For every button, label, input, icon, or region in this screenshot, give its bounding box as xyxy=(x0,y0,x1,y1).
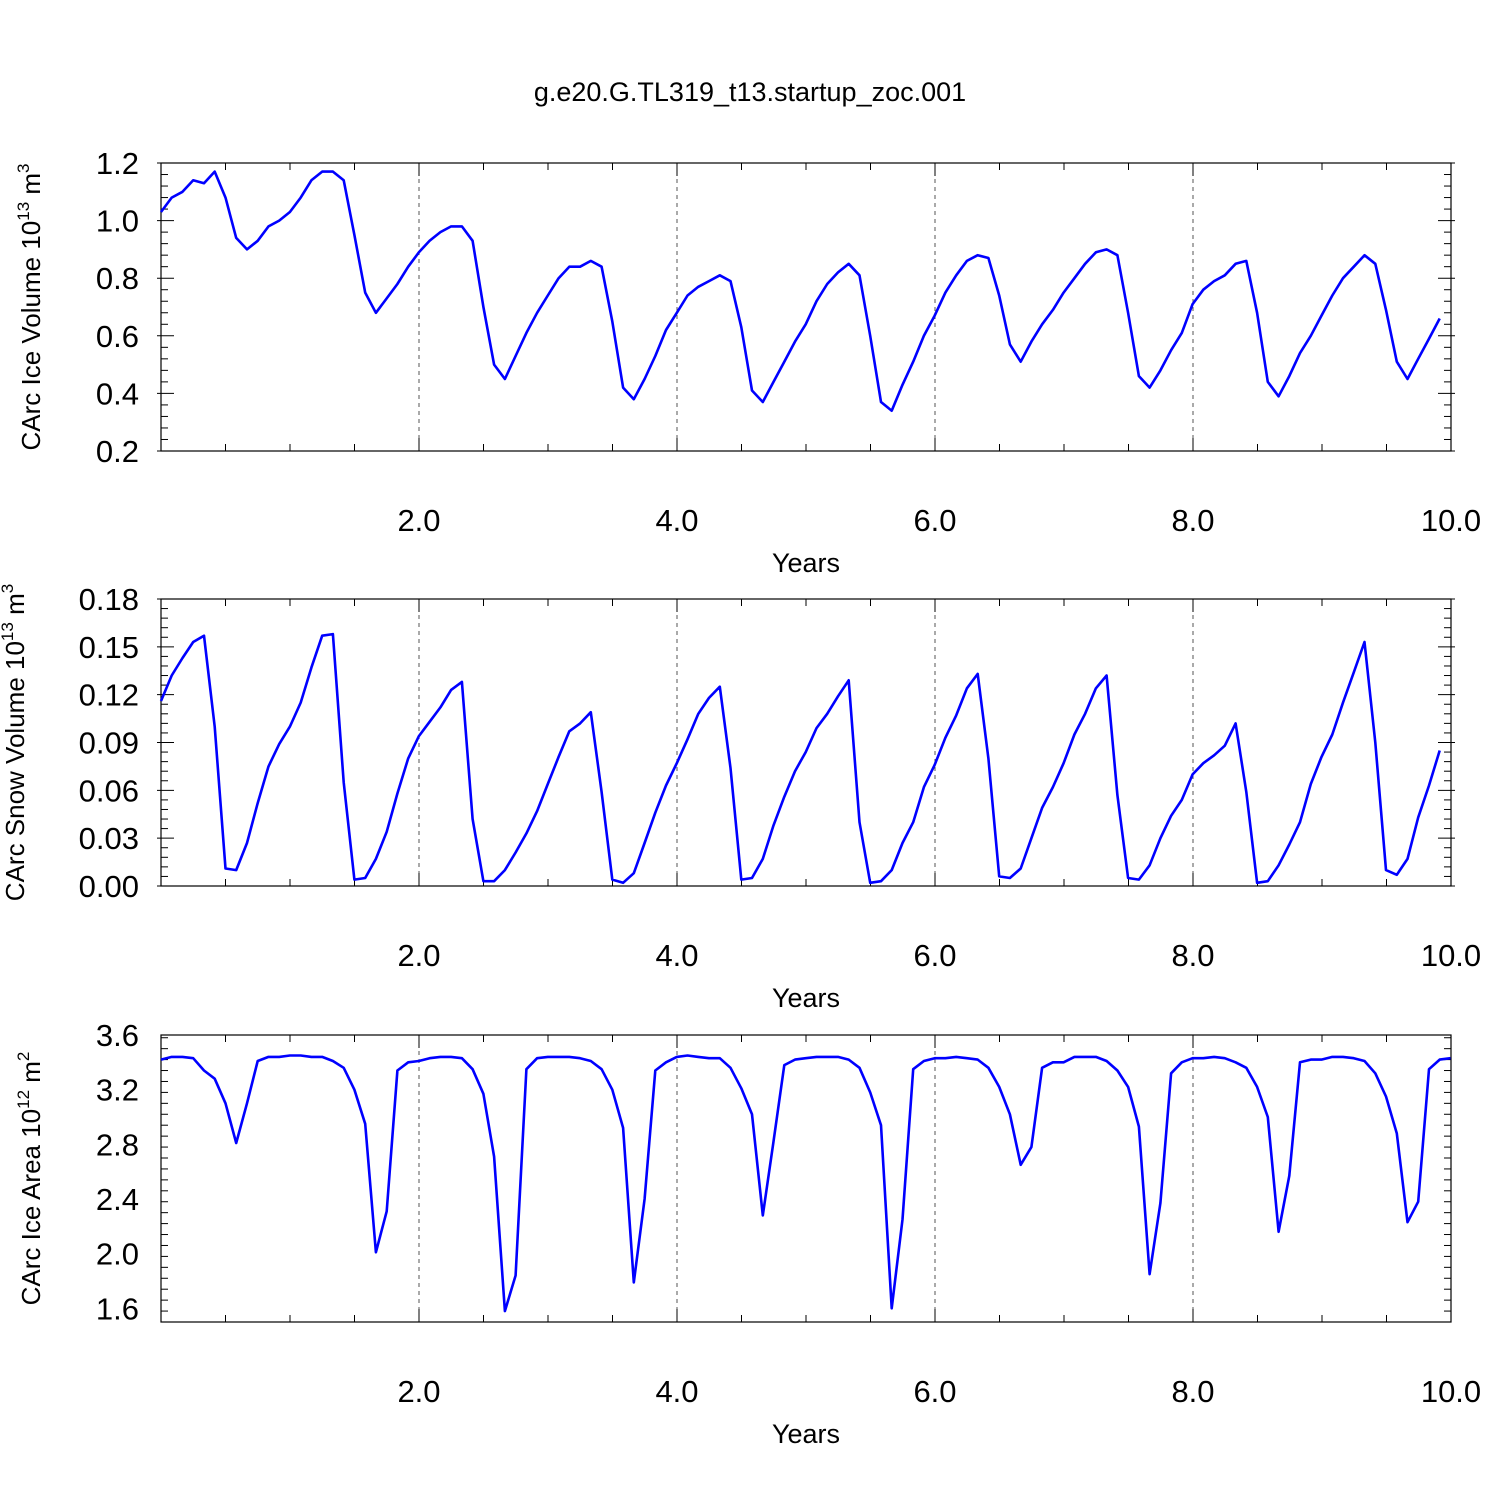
y-tick-label: 1.2 xyxy=(96,146,139,181)
x-tick-label: 2.0 xyxy=(397,1374,440,1409)
panel-1: 2.0 4.0 6.0 8.0 10.0 0.2 0.4 0.6 0.8 1.0 1.2 Years C… xyxy=(14,146,1481,578)
x-tick-label: 10.0 xyxy=(1421,938,1481,973)
y-axis-label: CArc Ice Volume 1013 m3 xyxy=(14,163,46,450)
y-tick-label: 1.0 xyxy=(96,204,139,239)
x-axis-label: Years xyxy=(772,548,840,578)
y-tick-label: 3.2 xyxy=(96,1073,139,1108)
y-tick-label: 0.03 xyxy=(79,821,139,856)
series-line xyxy=(159,170,1441,413)
plot-frame xyxy=(160,598,1452,887)
y-tick-label: 2.4 xyxy=(96,1182,139,1217)
y-tick-label: 0.18 xyxy=(79,582,139,617)
series-line xyxy=(160,1054,1451,1313)
y-tick-label: 0.15 xyxy=(79,630,139,665)
chart-title: g.e20.G.TL319_t13.startup_zoc.001 xyxy=(534,77,966,107)
y-tick-label: 1.6 xyxy=(96,1291,139,1326)
x-axis-label: Years xyxy=(772,1419,840,1449)
x-tick-label: 6.0 xyxy=(913,938,956,973)
x-tick-label: 10.0 xyxy=(1421,1374,1481,1409)
y-axis-label: CArc Ice Area 1012 m2 xyxy=(14,1052,46,1306)
x-tick-label: 4.0 xyxy=(655,503,698,538)
plot-frame xyxy=(160,1034,1452,1323)
x-tick-label: 4.0 xyxy=(655,938,698,973)
y-axis-label: CArc Snow Volume 1013 m3 xyxy=(0,584,30,901)
x-tick-label: 6.0 xyxy=(913,1374,956,1409)
x-tick-label: 2.0 xyxy=(397,503,440,538)
y-tick-label: 0.2 xyxy=(96,434,139,469)
y-tick-label: 2.8 xyxy=(96,1127,139,1162)
y-tick-label: 0.00 xyxy=(79,869,139,904)
x-tick-label: 8.0 xyxy=(1171,938,1214,973)
panel-3: 2.0 4.0 6.0 8.0 10.0 1.6 2.0 2.4 2.8 3.2 3.6 Years C… xyxy=(14,1018,1481,1449)
x-tick-label: 4.0 xyxy=(655,1374,698,1409)
y-tick-label: 2.0 xyxy=(96,1237,139,1272)
y-tick-label: 0.8 xyxy=(96,261,139,296)
y-tick-label: 0.12 xyxy=(79,678,139,713)
y-tick-label: 0.09 xyxy=(79,726,139,761)
y-tick-label: 0.06 xyxy=(79,773,139,808)
series-line xyxy=(159,632,1441,885)
y-tick-label: 0.6 xyxy=(96,319,139,354)
x-tick-label: 8.0 xyxy=(1171,503,1214,538)
plot-frame xyxy=(160,162,1452,452)
x-axis-label: Years xyxy=(772,983,840,1013)
panel-2: 2.0 4.0 6.0 8.0 10.0 0.00 0.03 0.06 0.09 0.12 0.15… xyxy=(0,582,1481,1013)
y-tick-label: 0.4 xyxy=(96,376,139,411)
x-tick-label: 2.0 xyxy=(397,938,440,973)
x-tick-label: 8.0 xyxy=(1171,1374,1214,1409)
y-tick-label: 3.6 xyxy=(96,1018,139,1053)
x-tick-label: 6.0 xyxy=(913,503,956,538)
x-tick-label: 10.0 xyxy=(1421,503,1481,538)
